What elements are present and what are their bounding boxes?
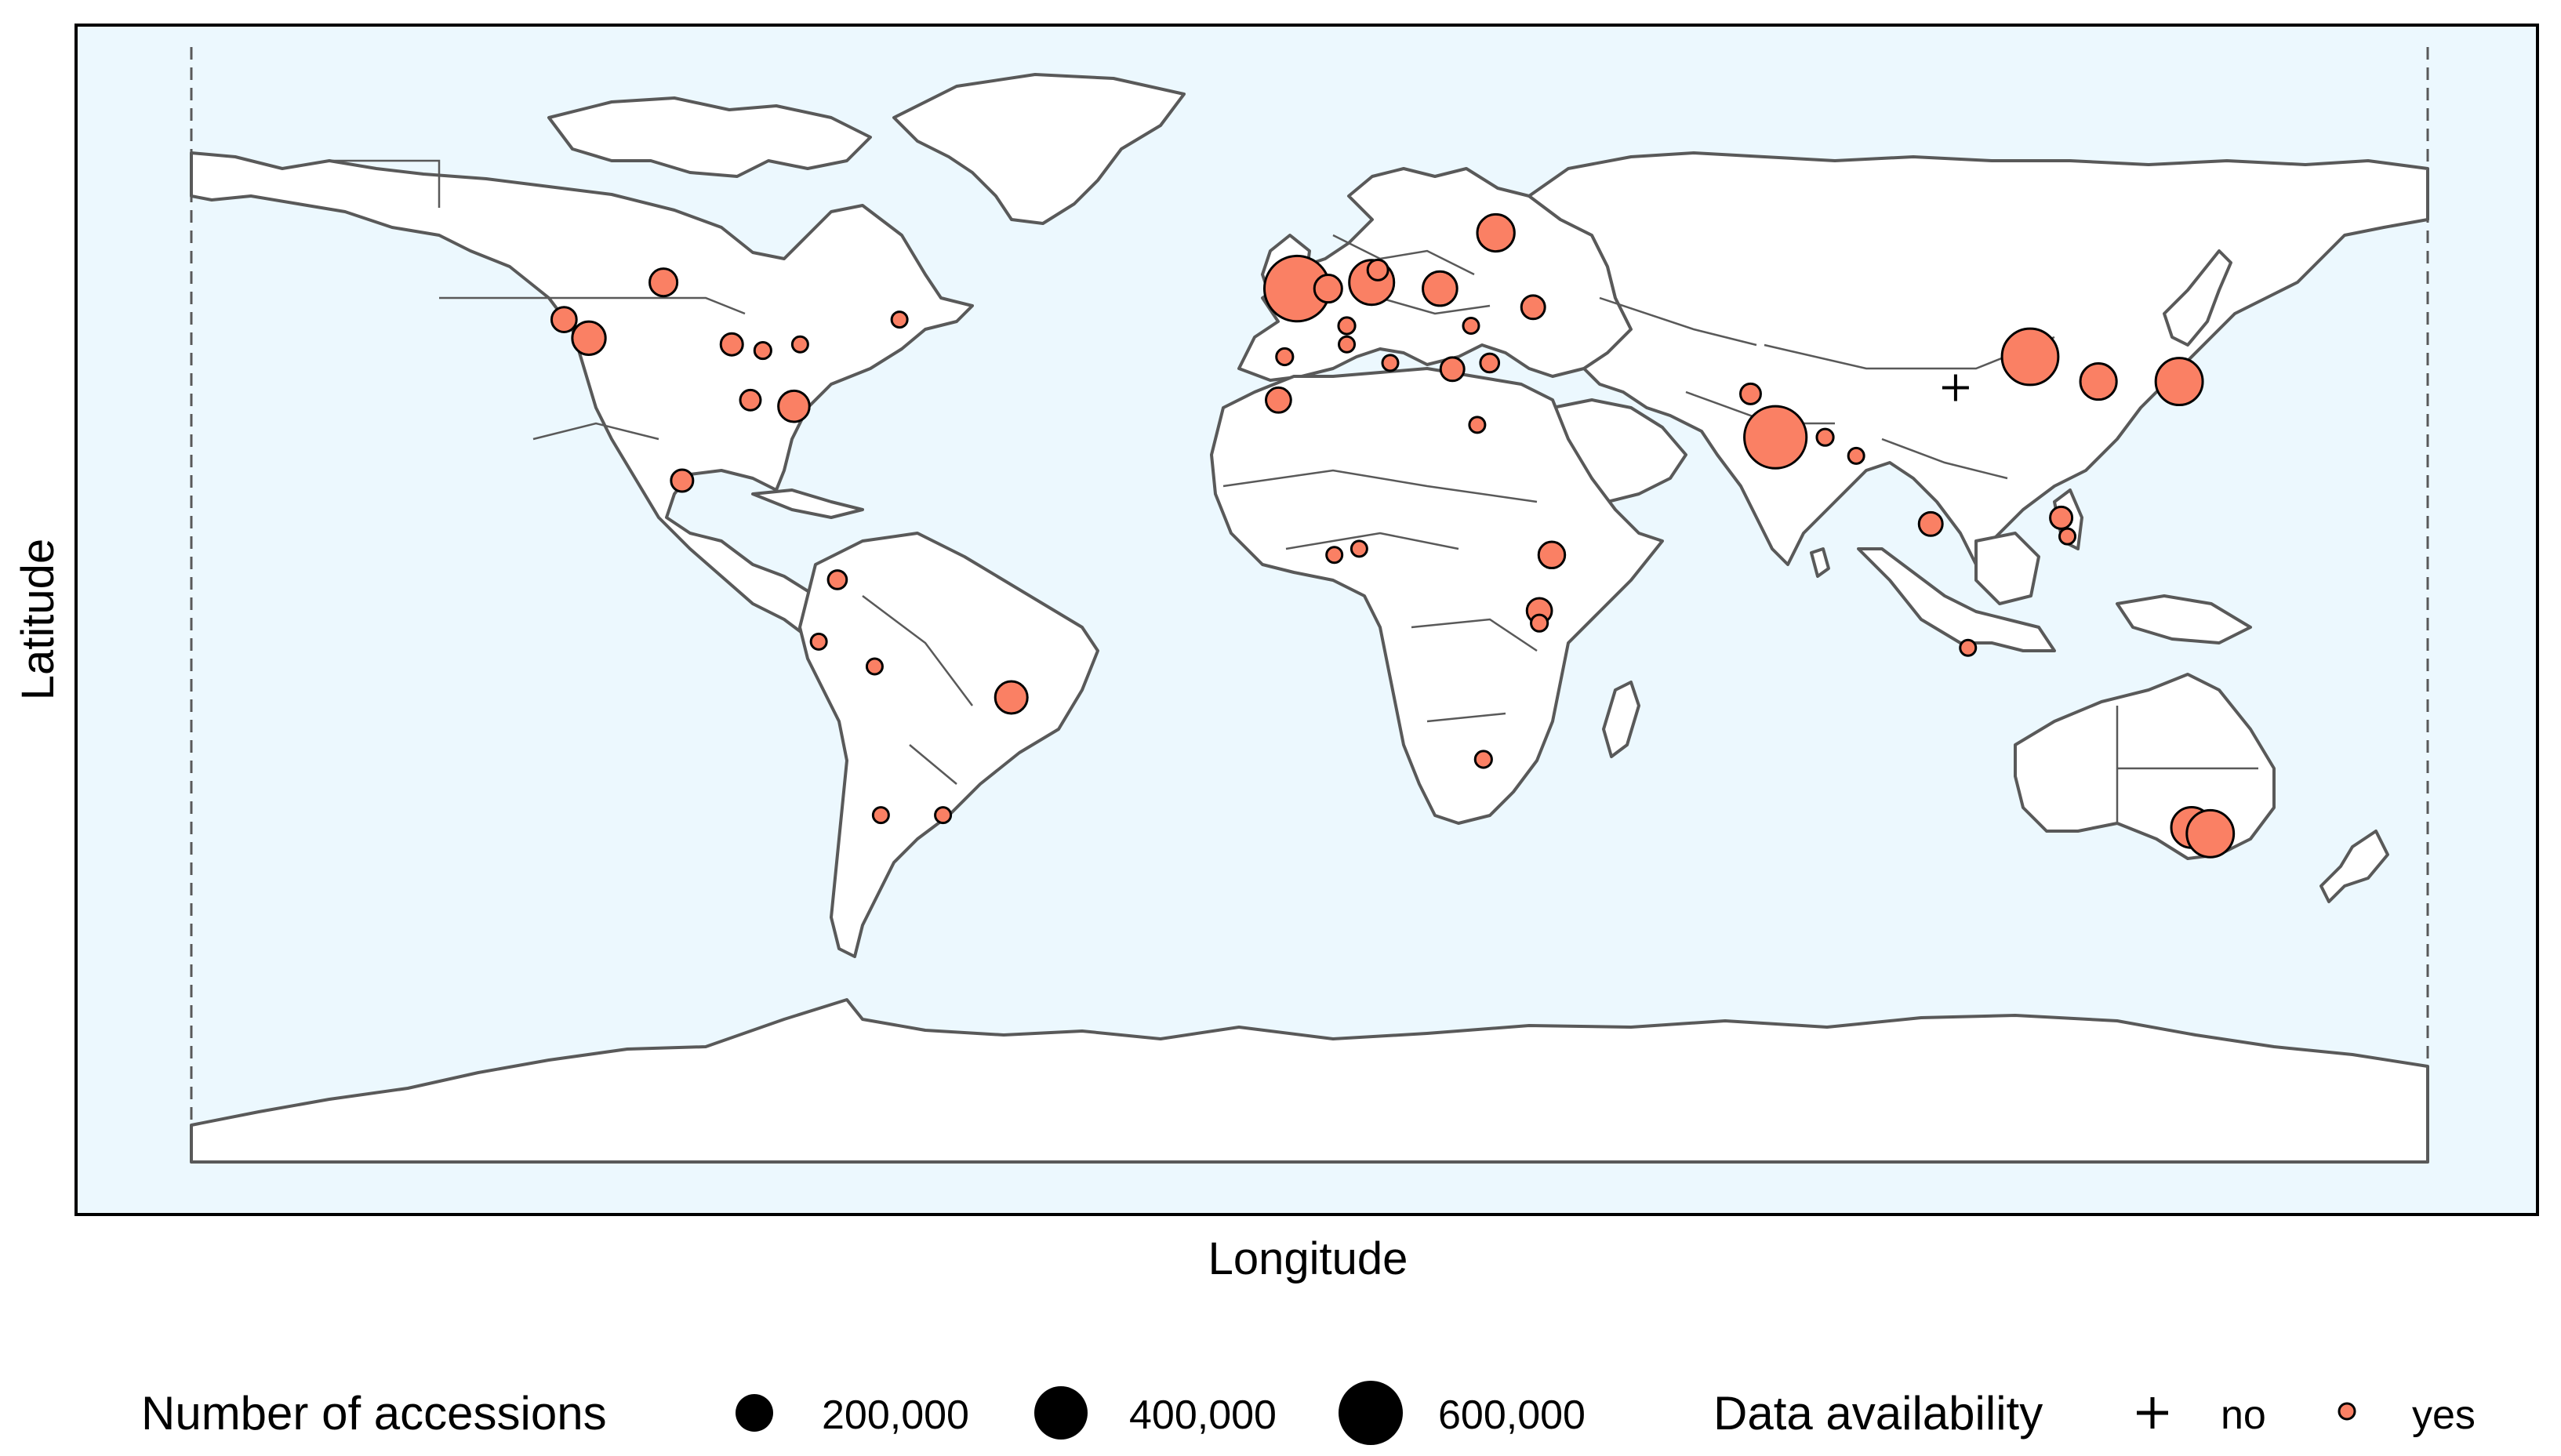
accession-markers [550, 212, 2236, 859]
accession-marker [719, 332, 744, 357]
legend-availability-no: no [2221, 1392, 2266, 1438]
accession-marker [1313, 274, 1343, 304]
legend-yes-marker [2338, 1402, 2356, 1421]
land-greenland [892, 73, 1186, 225]
accession-marker [1473, 750, 1493, 769]
land-antarctica [190, 998, 2429, 1164]
accession-marker [739, 388, 762, 412]
legend-availability-yes: yes [2412, 1392, 2476, 1438]
accession-marker [890, 310, 909, 329]
accession-marker [1338, 335, 1357, 354]
legend-availability-title: Data availability [1713, 1387, 2043, 1440]
accession-marker [1265, 386, 1292, 414]
land-japan [2163, 249, 2232, 347]
accession-marker [1739, 382, 1762, 405]
accession-marker [994, 680, 1029, 715]
accession-marker [1530, 613, 1549, 633]
accession-marker [1479, 352, 1501, 374]
x-axis-label: Longitude [1208, 1233, 1408, 1284]
accession-marker [1439, 356, 1466, 383]
accession-marker [1743, 405, 1808, 470]
land-borneo [1974, 532, 2040, 605]
legend-plus-icon [2137, 1397, 2168, 1429]
accession-marker [1537, 540, 1567, 570]
accession-marker [2058, 527, 2077, 546]
accession-marker [550, 306, 578, 333]
accession-marker [1468, 416, 1487, 434]
land-cuba [751, 488, 864, 519]
land-new-guinea [2116, 594, 2252, 644]
accession-marker [1847, 446, 1865, 465]
y-axis-label: Latitude [13, 539, 64, 700]
no-data-marker [1942, 374, 1969, 401]
accession-marker [1275, 347, 1295, 367]
accession-marker [1325, 546, 1344, 565]
accession-marker [2049, 505, 2074, 530]
land-arctic-islands [547, 96, 872, 178]
land-sri-lanka [1810, 547, 1830, 578]
accession-marker [826, 569, 848, 590]
legend-size-marker-600k [1339, 1381, 1403, 1445]
legend-size-label-200k: 200,000 [822, 1392, 969, 1438]
land-asia [1528, 151, 2429, 566]
legend-size-marker-400k [1034, 1386, 1088, 1440]
accession-marker [1462, 317, 1480, 335]
accession-marker [1959, 638, 1978, 657]
accession-marker [2185, 808, 2236, 859]
accession-marker [753, 341, 772, 361]
accession-marker [790, 335, 809, 354]
accession-marker [1520, 294, 1546, 321]
accession-marker [1337, 316, 1357, 336]
land-new-zealand [2319, 830, 2389, 903]
legend-size-marker-200k [736, 1394, 773, 1432]
accession-marker [1381, 354, 1400, 372]
accession-marker [571, 320, 607, 356]
country-borders [329, 159, 2258, 823]
land-madagascar [1602, 681, 1640, 758]
land-indonesia [1857, 547, 2056, 652]
accession-marker [2000, 327, 2060, 387]
legend: Number of accessions 200,000 400,000 600… [141, 1381, 2476, 1445]
accession-marker [934, 806, 953, 825]
legend-size-title: Number of accessions [141, 1387, 607, 1440]
accession-marker [1917, 510, 1944, 537]
accession-marker [871, 806, 890, 825]
accession-marker [1476, 212, 1516, 253]
accession-marker [2154, 357, 2204, 407]
land-africa [1210, 367, 1664, 825]
accession-marker [1422, 270, 1458, 307]
accession-marker [1350, 539, 1368, 558]
accession-marker [1815, 427, 1835, 447]
legend-size-label-400k: 400,000 [1129, 1392, 1277, 1438]
accession-marker [670, 468, 695, 493]
accession-marker [2079, 362, 2118, 401]
legend-size-label-600k: 600,000 [1438, 1392, 1586, 1438]
land-south-america [798, 532, 1099, 958]
accession-marker [777, 389, 811, 423]
accession-marker [1366, 258, 1389, 281]
accession-marker [865, 657, 884, 676]
accession-marker [809, 632, 828, 651]
accession-marker [648, 267, 679, 298]
